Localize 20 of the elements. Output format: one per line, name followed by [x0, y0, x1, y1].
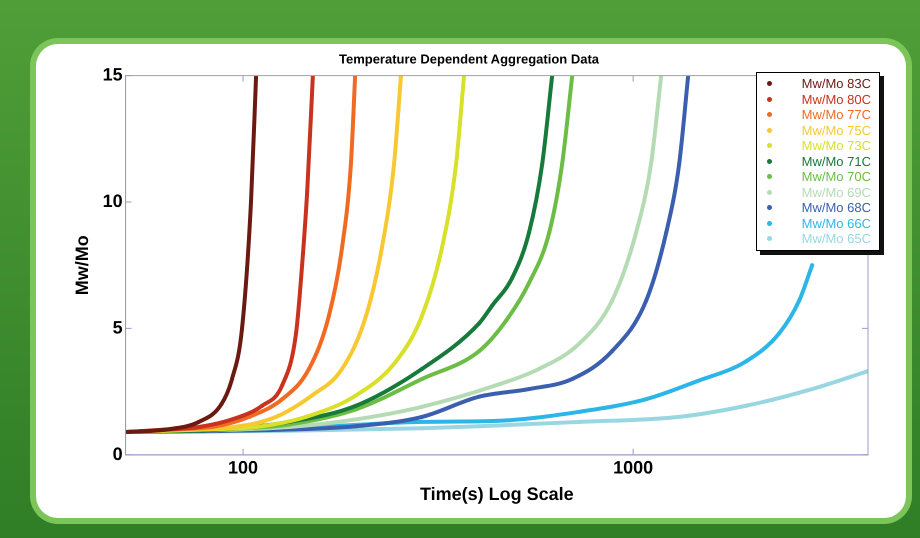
y-tick-label: 10: [102, 190, 123, 211]
legend-label: Mw/Mo 68C: [802, 200, 871, 216]
chart-title: Temperature Dependent Aggregation Data: [338, 51, 600, 66]
legend-label: Mw/Mo 66C: [802, 216, 871, 231]
y-tick-label: 5: [112, 317, 123, 338]
legend-label: Mw/Mo 83C: [802, 76, 871, 92]
legend-label: Mw/Mo 71C: [802, 154, 871, 169]
legend-label: Mw/Mo 73C: [802, 138, 871, 154]
legend-label: Mw/Mo 80C: [802, 92, 871, 107]
x-tick-label: 1000: [613, 458, 654, 478]
legend-label: Mw/Mo 75C: [802, 122, 871, 138]
legend-label: Mw/Mo 77C: [802, 107, 871, 122]
y-tick-label: 0: [112, 444, 123, 464]
y-tick-label: 15: [102, 64, 123, 85]
legend-label: Mw/Mo 65C: [802, 231, 871, 246]
y-axis-title: Mw/Mo: [72, 235, 92, 296]
x-tick-label: 100: [228, 458, 258, 478]
legend-label: Mw/Mo 70C: [802, 169, 871, 184]
legend-label: Mw/Mo 69C: [802, 184, 871, 200]
x-axis-title: Time(s) Log Scale: [420, 484, 574, 504]
